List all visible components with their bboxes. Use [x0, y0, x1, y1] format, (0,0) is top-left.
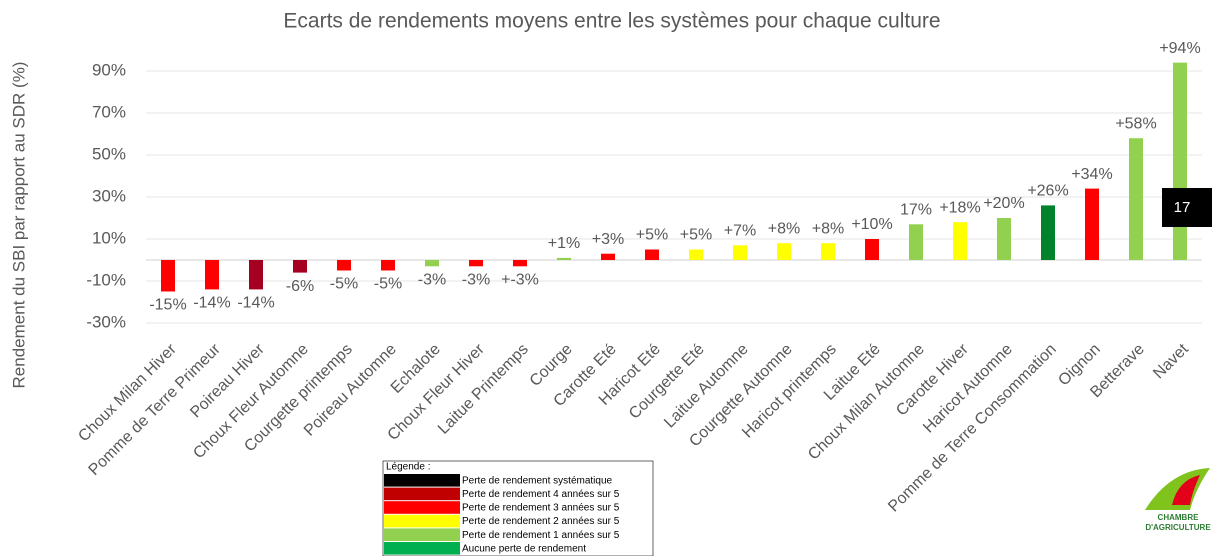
y-tick-label: 70% — [92, 102, 126, 121]
legend-swatch — [384, 501, 460, 514]
y-tick-label: 50% — [92, 144, 126, 163]
value-label: +94% — [1159, 40, 1200, 57]
logo-text: D'AGRICULTURE — [1145, 523, 1211, 532]
value-label: -6% — [286, 278, 314, 295]
bar — [909, 224, 923, 260]
value-label: +3% — [592, 231, 624, 248]
y-tick-label: 10% — [92, 228, 126, 247]
value-label: +26% — [1027, 183, 1068, 200]
bar — [645, 249, 659, 260]
value-label: +5% — [680, 227, 712, 244]
bar — [733, 245, 747, 260]
legend-swatch — [384, 542, 460, 555]
value-label: -14% — [193, 295, 230, 312]
bar — [1173, 62, 1187, 260]
bar — [337, 260, 351, 271]
value-label: -3% — [462, 272, 490, 289]
bar — [1085, 188, 1099, 260]
chart-title: Ecarts de rendements moyens entre les sy… — [283, 10, 940, 33]
bar — [293, 260, 307, 273]
value-label: +8% — [768, 220, 800, 237]
x-tick-label: Navet — [1150, 340, 1192, 382]
value-label: +1% — [548, 235, 580, 252]
value-label: -5% — [330, 276, 358, 293]
tooltip-text: 17 — [1174, 199, 1191, 216]
legend-swatch — [384, 474, 460, 487]
bar — [381, 260, 395, 271]
value-label: +34% — [1071, 166, 1112, 183]
legend-label: Perte de rendement 1 années sur 5 — [462, 530, 620, 541]
value-label: +5% — [636, 227, 668, 244]
value-label: +18% — [939, 199, 980, 216]
bar — [1041, 205, 1055, 260]
legend-label: Perte de rendement 3 années sur 5 — [462, 503, 620, 514]
legend-label: Perte de rendement 4 années sur 5 — [462, 489, 620, 500]
value-label: +10% — [851, 216, 892, 233]
legend-swatch — [384, 514, 460, 528]
logo-text: CHAMBRE — [1158, 513, 1200, 522]
legend-label: Perte de rendement systématique — [462, 475, 613, 486]
bar — [161, 260, 175, 292]
value-label: 17% — [900, 202, 932, 219]
value-label: +7% — [724, 223, 756, 240]
bar — [821, 243, 835, 260]
bar — [469, 260, 483, 267]
y-axis-title: Rendement du SBI par rapport au SDR (%) — [9, 62, 28, 389]
value-label: -14% — [237, 295, 274, 312]
bar — [601, 253, 615, 260]
bar — [777, 243, 791, 260]
y-tick-label: -10% — [86, 270, 126, 289]
value-label: -15% — [149, 297, 186, 314]
value-label: +20% — [983, 195, 1024, 212]
bar — [425, 260, 439, 267]
value-label: -5% — [374, 276, 402, 293]
legend-label: Perte de rendement 2 années sur 5 — [462, 516, 620, 527]
bar — [1129, 138, 1143, 260]
bar — [557, 257, 571, 260]
bar — [689, 249, 703, 260]
y-tick-label: 30% — [92, 186, 126, 205]
legend-swatch — [384, 487, 460, 501]
legend-label: Aucune perte de rendement — [462, 543, 586, 554]
legend-swatch — [384, 528, 460, 541]
bar — [513, 260, 527, 267]
value-label: +58% — [1115, 115, 1156, 132]
logo-icon — [1172, 475, 1200, 505]
bar — [997, 218, 1011, 260]
y-tick-label: -30% — [86, 312, 126, 331]
bar — [205, 260, 219, 290]
bar — [953, 222, 967, 260]
legend-title: Légende : — [386, 462, 431, 473]
bar — [249, 260, 263, 290]
value-label: +8% — [812, 220, 844, 237]
y-tick-label: 90% — [92, 60, 126, 79]
value-label: +-3% — [501, 272, 539, 289]
bar — [865, 239, 879, 260]
value-label: -3% — [418, 272, 446, 289]
tooltip-box — [1162, 188, 1212, 227]
